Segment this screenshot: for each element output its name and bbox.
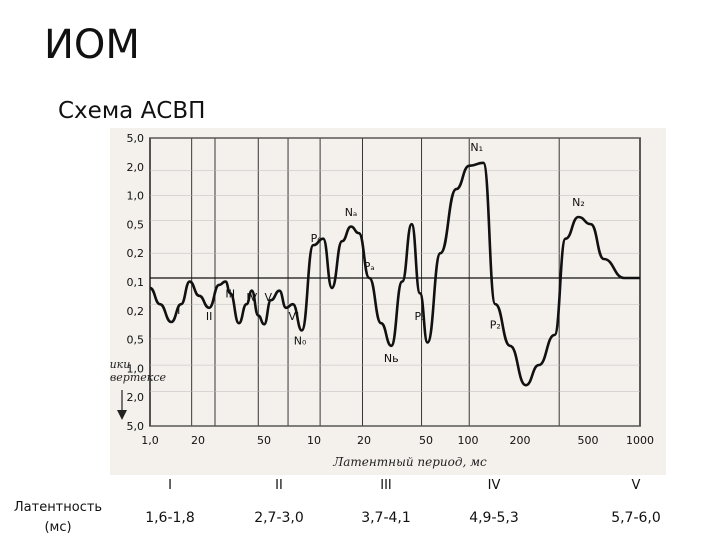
peak-label-6: N₀ <box>294 335 307 348</box>
y-tick-label-4: 0,2 <box>127 247 145 260</box>
peak-label-8: Nₐ <box>345 206 358 219</box>
slide-title: ИОМ <box>44 22 140 68</box>
peak-numeral-3: III <box>380 478 392 493</box>
peak-label-2: III <box>225 288 235 301</box>
peak-label-14: N₂ <box>572 196 585 209</box>
peak-label-7: P₀ <box>311 232 323 245</box>
peak-label-4: V <box>265 291 273 304</box>
peak-label-11: P₁ <box>415 310 426 323</box>
peak-label-0: I <box>177 304 180 317</box>
peak-label-3: IV <box>246 291 257 304</box>
peak-numeral-2: II <box>275 478 283 493</box>
y-tick-label-1: 2,0 <box>127 161 145 174</box>
peak-latency-5: 5,7-6,0 <box>611 510 661 526</box>
abr-chart: 5,0 2,0 1,0 0,5 0,2 0,1 0,2 0,5 1,0 2,0 5,0 1,0 20 50… <box>110 128 666 475</box>
x-tick-label-6: 100 <box>458 434 479 447</box>
vertex-arrow-head <box>117 410 127 420</box>
y-tick-label-9: 2,0 <box>127 391 145 404</box>
x-tick-label-9: 1000 <box>626 434 654 447</box>
waveform-line <box>149 161 640 387</box>
y-tick-label-5: 0,1 <box>127 276 145 289</box>
peak-label-1: II <box>206 310 213 323</box>
y-tick-label-2: 1,0 <box>127 190 145 203</box>
y-tick-label-8: 1,0 <box>127 362 145 375</box>
x-tick-label-7: 200 <box>510 434 531 447</box>
y-tick-label-7: 0,5 <box>127 334 145 347</box>
x-tick-label-4: 20 <box>357 434 371 447</box>
peak-label-9: Pₐ <box>364 260 375 273</box>
y-tick-label-0: 5,0 <box>127 132 145 145</box>
x-tick-label-2: 50 <box>257 434 271 447</box>
x-tick-label-5: 50 <box>419 434 433 447</box>
peak-numeral-4: IV <box>487 478 501 493</box>
x-axis-title: Латентный период, мс <box>332 455 487 469</box>
peak-latency-4: 4,9-5,3 <box>469 510 519 526</box>
peak-latency-3: 3,7-4,1 <box>361 510 411 526</box>
peak-numeral-1: I <box>168 478 172 493</box>
vertex-note-line-2: в вертексе <box>110 371 167 384</box>
x-tick-label-8: 500 <box>578 434 599 447</box>
peak-label-10: Nь <box>384 352 399 365</box>
slide-subtitle: Схема АСВП <box>58 98 206 124</box>
latency-row-label: Латентность (мс) <box>13 500 103 535</box>
vertex-note-line-1: Пики <box>110 358 130 371</box>
y-tick-label-3: 0,5 <box>127 218 145 231</box>
peak-label-12: N₁ <box>470 141 483 154</box>
x-tick-label-0: 1,0 <box>141 434 159 447</box>
peak-latency-2: 2,7-3,0 <box>254 510 304 526</box>
peak-latency-1: 1,6-1,8 <box>145 510 195 526</box>
peak-label-13: P₂ <box>490 319 501 332</box>
y-tick-label-10: 5,0 <box>127 420 145 433</box>
x-tick-label-3: 10 <box>307 434 321 447</box>
peak-latency-table: Латентность (мс) I II III IV V 1,6-1,8 2… <box>0 474 720 540</box>
y-tick-label-6: 0,2 <box>127 305 145 318</box>
peak-label-5: VI <box>288 310 299 323</box>
x-tick-label-1: 20 <box>191 434 205 447</box>
peak-numeral-5: V <box>631 478 641 493</box>
abr-chart-svg: 5,02,01,00,50,20,10,20,51,02,05,01,0 20 50… <box>110 132 654 469</box>
